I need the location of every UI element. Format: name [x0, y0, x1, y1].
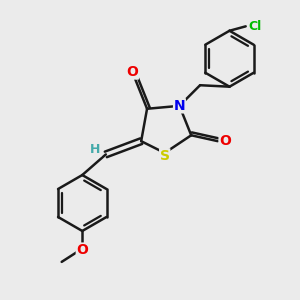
Text: S: S [160, 149, 170, 163]
Text: O: O [126, 65, 138, 79]
Text: N: N [174, 99, 185, 113]
Text: O: O [219, 134, 231, 148]
Text: O: O [76, 243, 88, 257]
Text: H: H [90, 143, 101, 157]
Text: Cl: Cl [248, 20, 261, 33]
